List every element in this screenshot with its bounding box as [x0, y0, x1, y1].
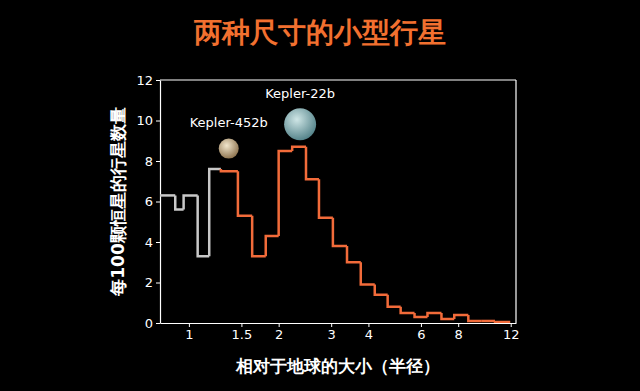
y-tick-label: 4: [145, 235, 153, 250]
histogram: [160, 147, 509, 323]
y-tick: 12: [136, 73, 160, 88]
frame-right: [515, 80, 516, 323]
histogram-bin: [441, 313, 454, 319]
y-tick-label: 10: [136, 113, 153, 128]
x-tick-label: 6: [417, 327, 425, 342]
x-tick-label: 1.5: [232, 327, 253, 342]
title: 两种尺寸的小型行星: [193, 16, 446, 49]
y-tick-mark: [156, 161, 160, 162]
annotation: Kepler-452b: [190, 115, 268, 130]
background: [0, 0, 640, 391]
histogram-bin: [347, 246, 361, 262]
y-tick-label: 6: [145, 194, 153, 209]
x-tick-label: 4: [365, 327, 373, 342]
x-tick-label: 2: [275, 327, 283, 342]
x-tick-label: 12: [503, 327, 520, 342]
y-tick-label: 2: [145, 275, 153, 290]
histogram-bin: [481, 320, 495, 323]
histogram-bin: [454, 315, 468, 319]
histogram-bin: [184, 195, 198, 209]
histogram-bin: [495, 321, 509, 323]
histogram-bin: [427, 313, 441, 317]
x-tick: 12: [503, 323, 520, 342]
y-tick-mark: [156, 80, 160, 81]
histogram-bin: [221, 169, 238, 171]
planet-icon: [219, 139, 239, 159]
y-tick-label: 12: [136, 73, 153, 88]
y-axis: 0 2 4 6 8 10 12: [136, 73, 160, 331]
y-tick: 2: [145, 275, 160, 290]
y-tick-mark: [156, 242, 160, 243]
histogram-bin: [375, 285, 388, 295]
histogram-bin: [306, 147, 319, 179]
x-tick: 2: [275, 323, 283, 342]
frame-top: [160, 79, 516, 80]
x-tick: 1: [185, 323, 193, 342]
histogram-bin: [415, 313, 428, 317]
y-tick-mark: [156, 323, 160, 324]
histogram-bin: [361, 262, 375, 284]
x-axis-label: 相对于地球的大小（半径）: [235, 356, 440, 376]
histogram-bin: [252, 216, 266, 256]
y-tick: 0: [145, 316, 160, 331]
y-tick-label: 0: [145, 316, 153, 331]
y-tick-label: 8: [145, 154, 153, 169]
x-tick: 4: [365, 323, 373, 342]
histogram-bin: [198, 195, 210, 256]
y-tick-mark: [156, 121, 160, 122]
chart: 两种尺寸的小型行星 1 1.5 2 3 4 6 8 12 0 2 4 6 8 10 12 相对于地球的大小（半径…: [0, 0, 640, 391]
histogram-bin: [279, 151, 293, 236]
histogram-bin: [175, 195, 183, 209]
histogram-bin: [209, 169, 221, 256]
x-tick: 6: [417, 323, 425, 342]
x-tick-label: 1: [185, 327, 193, 342]
histogram-bin: [266, 236, 279, 256]
histogram-bin: [319, 179, 333, 217]
y-axis-line: [160, 81, 161, 324]
histogram-bin: [238, 171, 252, 216]
x-axis: 1 1.5 2 3 4 6 8 12: [161, 323, 520, 342]
x-tick-label: 8: [455, 327, 463, 342]
planet-icon: [284, 108, 316, 140]
histogram-bin: [401, 307, 415, 313]
histogram-bin: [468, 315, 481, 321]
y-tick: 4: [145, 235, 160, 250]
histogram-bin: [160, 194, 175, 197]
histogram-bin: [333, 218, 347, 246]
y-axis-label: 每100颗恒星的行星数量: [108, 107, 128, 297]
x-tick-label: 3: [328, 327, 336, 342]
x-tick: 8: [455, 323, 463, 342]
x-axis-line: [161, 323, 517, 324]
x-tick: 1.5: [232, 323, 253, 342]
y-tick-mark: [156, 283, 160, 284]
histogram-bin: [388, 295, 401, 307]
annotation: Kepler-22b: [265, 86, 335, 101]
y-tick: 8: [145, 154, 160, 169]
x-tick: 3: [328, 323, 336, 342]
y-tick-mark: [156, 202, 160, 203]
y-tick: 6: [145, 194, 160, 209]
histogram-bin: [292, 147, 306, 151]
y-tick: 10: [136, 113, 160, 128]
